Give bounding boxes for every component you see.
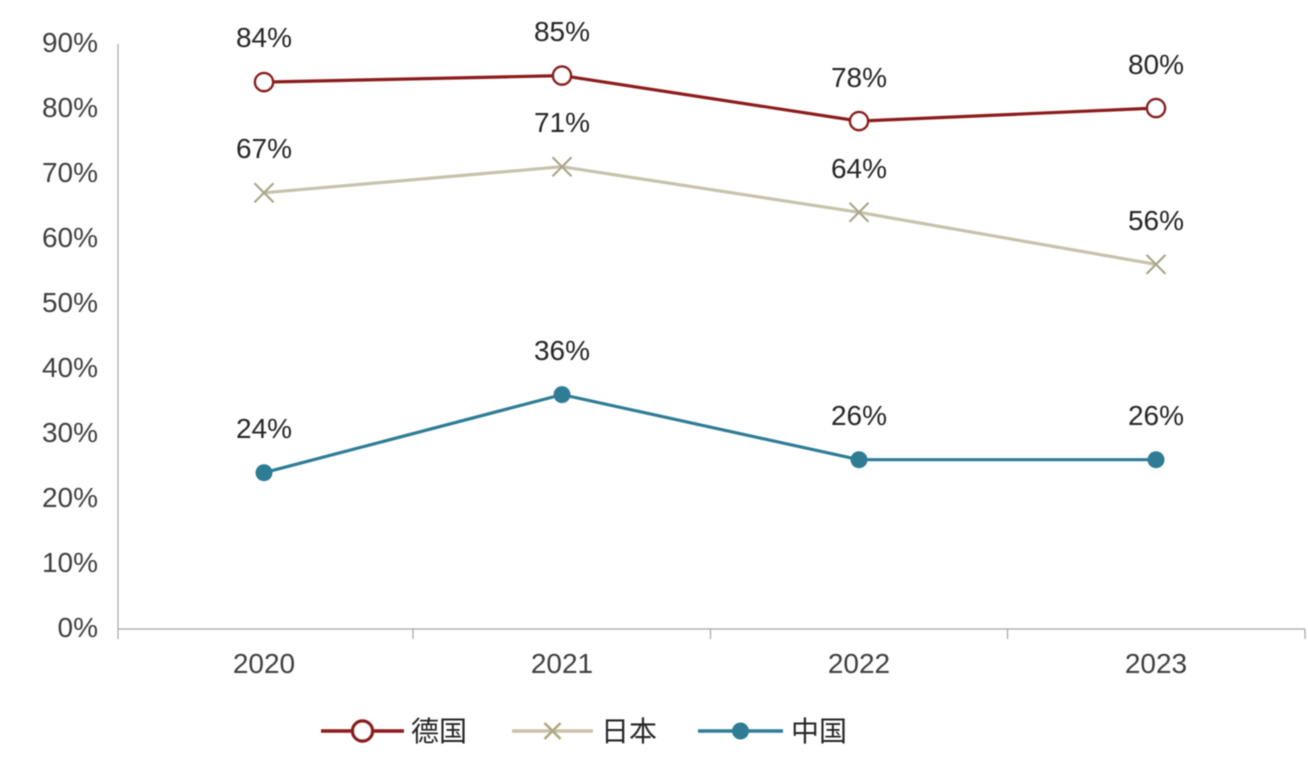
svg-text:24%: 24% [236,413,292,444]
svg-text:78%: 78% [831,62,887,93]
svg-text:2023: 2023 [1125,648,1187,679]
svg-text:50%: 50% [42,287,98,318]
svg-text:10%: 10% [42,547,98,578]
svg-text:日本: 日本 [601,716,657,747]
svg-text:67%: 67% [236,133,292,164]
svg-text:80%: 80% [42,92,98,123]
svg-text:56%: 56% [1128,205,1184,236]
svg-text:84%: 84% [236,22,292,53]
svg-text:26%: 26% [831,400,887,431]
svg-text:2021: 2021 [531,648,593,679]
svg-text:20%: 20% [42,482,98,513]
svg-text:36%: 36% [534,335,590,366]
svg-text:德国: 德国 [411,716,467,747]
svg-text:26%: 26% [1128,400,1184,431]
svg-text:40%: 40% [42,352,98,383]
svg-text:中国: 中国 [791,716,847,747]
svg-text:2022: 2022 [828,648,890,679]
svg-text:70%: 70% [42,157,98,188]
svg-text:90%: 90% [42,27,98,58]
svg-text:80%: 80% [1128,49,1184,80]
svg-text:30%: 30% [42,417,98,448]
svg-text:0%: 0% [58,612,98,643]
svg-text:71%: 71% [534,107,590,138]
svg-text:85%: 85% [534,16,590,47]
svg-text:60%: 60% [42,222,98,253]
svg-text:64%: 64% [831,153,887,184]
svg-text:2020: 2020 [233,648,295,679]
